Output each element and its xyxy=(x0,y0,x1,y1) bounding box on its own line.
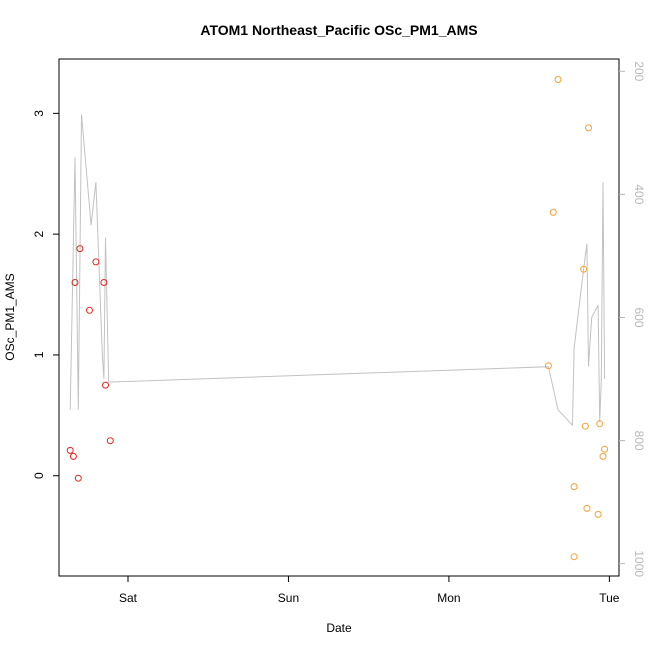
data-point xyxy=(76,245,84,253)
data-point xyxy=(86,306,93,314)
data-point xyxy=(570,483,578,491)
chart-title: ATOM1 Northeast_Pacific OSc_PM1_AMS xyxy=(200,22,477,38)
data-point xyxy=(66,446,74,454)
y-axis-label: OSc_PM1_AMS xyxy=(3,273,17,360)
y2-tick-label: 600 xyxy=(632,307,646,327)
y2-tick-label: 200 xyxy=(632,61,646,81)
y-tick-label: 0 xyxy=(32,472,46,479)
data-point xyxy=(74,474,82,482)
x-tick-label: Mon xyxy=(437,591,460,605)
data-point xyxy=(581,422,589,430)
data-point xyxy=(544,362,552,370)
data-point xyxy=(583,504,591,512)
altitude-line xyxy=(69,114,606,427)
y-tick-label: 3 xyxy=(32,110,46,117)
y2-tick-label: 400 xyxy=(632,184,646,204)
y2-tick-label: 1000 xyxy=(632,550,646,577)
y2-tick-label: 800 xyxy=(632,431,646,451)
data-point xyxy=(601,445,609,453)
x-tick-label: Sat xyxy=(119,591,138,605)
data-point xyxy=(100,279,108,286)
data-point xyxy=(102,381,109,389)
data-point xyxy=(549,208,557,216)
plot-area: Sat Sun Mon Tue 0 1 2 3 200 400 600 800 1000 xyxy=(32,58,646,605)
data-point xyxy=(585,124,592,132)
y-tick-label: 1 xyxy=(32,351,46,358)
data-point xyxy=(92,258,100,266)
y-tick-label: 2 xyxy=(32,231,46,238)
data-point xyxy=(71,279,79,286)
data-point xyxy=(106,437,114,445)
x-tick-label: Tue xyxy=(599,591,620,605)
data-point xyxy=(596,420,604,428)
data-point xyxy=(594,510,602,518)
x-axis-label: Date xyxy=(326,621,352,635)
data-point xyxy=(554,76,562,83)
data-point xyxy=(570,553,578,561)
data-point xyxy=(580,265,588,273)
data-point xyxy=(69,452,77,460)
x-tick-label: Sun xyxy=(278,591,299,605)
data-point xyxy=(599,452,607,460)
